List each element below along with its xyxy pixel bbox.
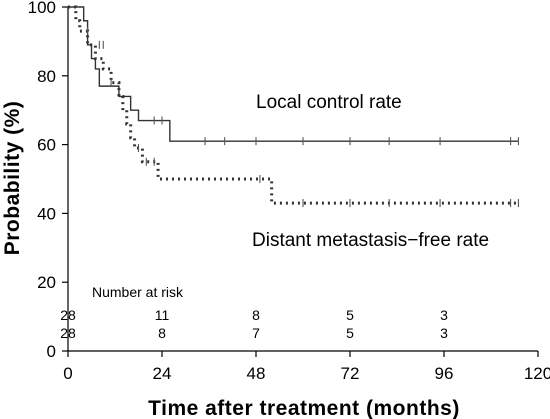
risk-count: 11 [155, 307, 170, 323]
risk-count: 3 [440, 307, 448, 323]
series-line-local-control [68, 6, 519, 142]
y-tick-label: 20 [37, 273, 56, 292]
curves [68, 5, 519, 205]
ticks: 0 24 48 72 96 120 0 20 40 60 80 100 [28, 0, 550, 383]
x-tick-label: 0 [63, 364, 72, 383]
axes [67, 7, 538, 352]
risk-count: 28 [60, 307, 76, 323]
risk-count: 28 [60, 325, 76, 341]
annotation-distant-metastasis: Distant metastasis−free rate [252, 230, 489, 251]
y-tick-label: 0 [47, 342, 56, 361]
y-tick-label: 80 [37, 67, 56, 86]
risk-count: 8 [158, 325, 166, 341]
risk-table: 28 11 8 5 3 28 8 7 5 3 [60, 307, 448, 341]
risk-count: 8 [252, 307, 260, 323]
x-axis-title: Time after treatment (months) [148, 397, 460, 419]
y-tick-label: 40 [37, 204, 56, 223]
y-tick-label: 60 [37, 136, 56, 155]
y-tick-label: 100 [28, 0, 56, 17]
annotation-local-control: Local control rate [256, 92, 402, 113]
risk-count: 3 [440, 325, 448, 341]
x-tick-label: 96 [435, 364, 454, 383]
x-tick-label: 48 [247, 364, 266, 383]
risk-count: 5 [346, 325, 354, 341]
series-line-distant-metastasis-free [68, 5, 519, 205]
x-tick-label: 24 [153, 364, 172, 383]
risk-table-title: Number at risk [92, 284, 184, 300]
risk-count: 5 [346, 307, 354, 323]
x-tick-label: 120 [524, 364, 550, 383]
y-axis-title: Probability (%) [1, 101, 24, 256]
censor-marks [87, 27, 519, 208]
risk-count: 7 [252, 325, 260, 341]
x-tick-label: 72 [341, 364, 360, 383]
